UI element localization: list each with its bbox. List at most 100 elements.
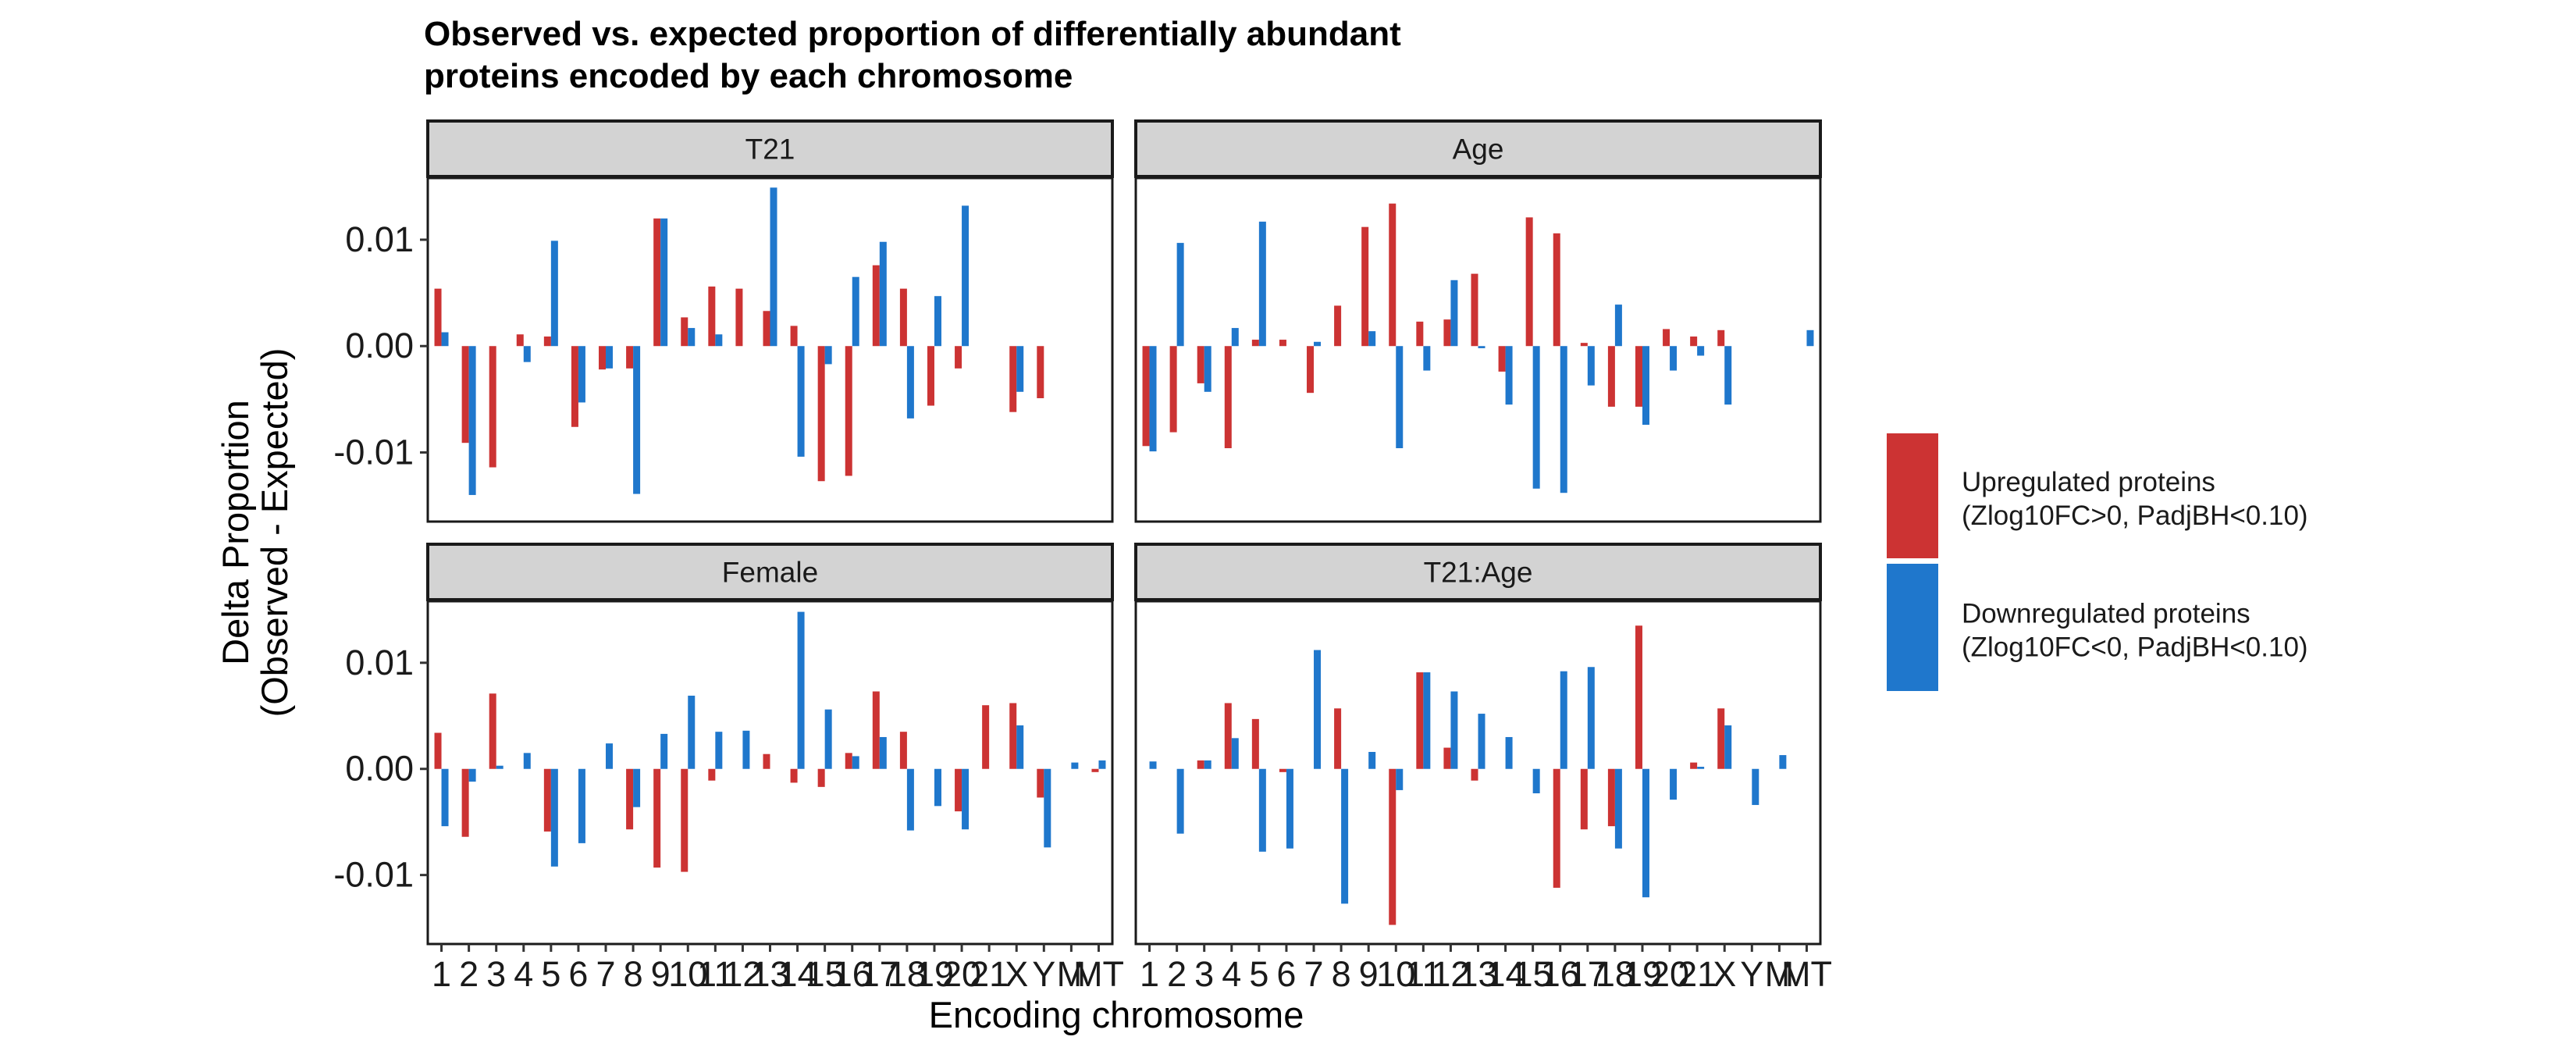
y-tick-label: 0.00	[345, 749, 414, 789]
bar-up-chr-7	[599, 346, 607, 370]
x-tick-label-chr-15: 15	[1514, 954, 1553, 994]
bar-down-chr-3	[1204, 346, 1212, 392]
bar-up-chr-5	[1251, 340, 1259, 347]
legend: Upregulated proteins (Zlog10FC>0, PadjBH<…	[1887, 433, 2308, 691]
x-tick-label-chr-2: 2	[459, 954, 479, 994]
bar-up-chr-2	[1169, 346, 1177, 433]
x-tick-label-chr-12: 12	[1431, 954, 1470, 994]
x-tick-label-chr-6: 6	[568, 954, 588, 994]
bar-down-chr-5	[1258, 221, 1266, 347]
bar-down-chr-18	[906, 346, 914, 419]
legend-sublabel-up: (Zlog10FC>0, PadjBH<0.10)	[1962, 501, 2308, 531]
bar-down-chr-7	[1314, 341, 1322, 347]
bar-up-chr-5	[543, 768, 551, 832]
bar-down-chr-16	[1560, 346, 1567, 493]
bar-up-chr-16	[845, 753, 852, 769]
y-axis-title-line-2: (Observed - Expected)	[254, 348, 295, 718]
bar-down-chr-21	[1697, 346, 1705, 356]
bar-up-chr-16	[1553, 233, 1560, 347]
x-tick-label-chr-9: 9	[651, 954, 671, 994]
bar-down-chr-11	[715, 732, 723, 769]
bar-up-chr-3	[489, 693, 496, 769]
bar-down-chr-2	[1176, 768, 1184, 834]
x-tick-label-chr-5: 5	[541, 954, 560, 994]
bar-up-chr-8	[626, 346, 634, 369]
bar-down-chr-2	[1176, 243, 1184, 347]
bar-up-chr-20	[955, 346, 962, 369]
bar-down-chr-4	[523, 346, 531, 362]
bar-up-chr-1	[434, 732, 442, 769]
x-tick-label-chr-16: 16	[1541, 954, 1580, 994]
bar-up-chr-21	[1690, 762, 1698, 769]
bar-up-chr-15	[817, 768, 825, 787]
bar-down-chr-11	[1423, 346, 1431, 371]
panel-age: Age	[1134, 119, 1822, 523]
bar-up-chr-13	[1471, 768, 1478, 781]
bar-down-chr-4	[1231, 328, 1239, 347]
bar-up-chr-6	[1279, 340, 1286, 347]
bar-up-chr-13	[763, 753, 770, 769]
bar-up-chr-2	[461, 768, 469, 837]
x-tick-label-chr-11: 11	[1405, 954, 1442, 994]
x-tick-label-chr-14: 14	[778, 954, 817, 994]
x-tick-label-chr-20: 20	[1650, 954, 1689, 994]
bar-up-chr-7	[1307, 346, 1315, 394]
bar-up-chr-3	[489, 346, 496, 468]
bar-up-chr-14	[790, 326, 798, 347]
bar-down-chr-20	[962, 205, 970, 347]
bar-down-chr-15	[1532, 346, 1540, 489]
bar-down-chr-12	[1450, 280, 1458, 347]
bar-down-chr-7	[1314, 650, 1322, 769]
x-tick-label-chr-12: 12	[723, 954, 762, 994]
y-tick-label: 0.01	[345, 219, 414, 259]
bar-down-chr-X	[1016, 725, 1024, 769]
bar-down-chr-5	[550, 240, 558, 347]
bar-down-chr-12	[742, 730, 750, 769]
bar-down-chr-19	[1642, 346, 1649, 426]
bar-down-chr-15	[824, 709, 832, 769]
bar-up-chr-19	[1635, 346, 1642, 407]
bar-down-chr-10	[1396, 346, 1404, 449]
x-tick-label-chr-17: 17	[860, 954, 899, 994]
facet-strip-label: Female	[722, 557, 818, 589]
panel-background	[1136, 178, 1820, 522]
x-tick-label-chr-2: 2	[1167, 954, 1187, 994]
facet-strip	[426, 119, 1114, 178]
bar-down-chr-18	[906, 768, 914, 831]
x-axis-title: Encoding chromosome	[929, 994, 1304, 1035]
x-tick-label-chr-3: 3	[1194, 954, 1214, 994]
bar-down-chr-15	[1532, 768, 1540, 794]
bar-down-chr-17	[1587, 667, 1595, 769]
bar-up-chr-X	[1717, 330, 1725, 347]
x-tick-label-chr-10: 10	[1376, 954, 1415, 994]
x-tick-label-chr-13: 13	[1458, 954, 1497, 994]
x-tick-label-chr-14: 14	[1486, 954, 1525, 994]
bar-up-chr-17	[872, 265, 880, 347]
bar-up-chr-1	[434, 288, 442, 347]
bar-down-chr-17	[1587, 346, 1595, 386]
bar-down-chr-19	[934, 768, 941, 807]
bar-up-chr-14	[790, 768, 798, 783]
bar-down-chr-14	[1505, 346, 1513, 405]
bar-down-chr-17	[879, 736, 887, 769]
facet-strip-label: Age	[1453, 134, 1504, 166]
x-tick-label-chr-MT: MT	[1073, 954, 1124, 994]
legend-label-up: Upregulated proteins	[1962, 467, 2215, 497]
bar-down-chr-2	[468, 346, 476, 495]
x-tick-label-chr-1: 1	[1140, 954, 1159, 994]
x-tick-label-chr-11: 11	[697, 954, 734, 994]
bar-up-chr-15	[1525, 217, 1533, 347]
bar-down-chr-M	[1779, 755, 1787, 769]
bar-down-chr-6	[578, 768, 585, 843]
bar-up-chr-17	[1580, 343, 1588, 347]
bar-up-chr-11	[1416, 672, 1424, 769]
chart-title-line-2: proteins encoded by each chromosome	[424, 57, 1073, 95]
bar-up-chr-19	[1635, 625, 1642, 769]
bar-down-chr-Y	[1752, 768, 1759, 805]
bar-down-chr-18	[1614, 768, 1622, 849]
bar-up-chr-X	[1717, 708, 1725, 769]
bar-down-chr-10	[688, 328, 696, 347]
bar-up-chr-9	[653, 218, 661, 347]
